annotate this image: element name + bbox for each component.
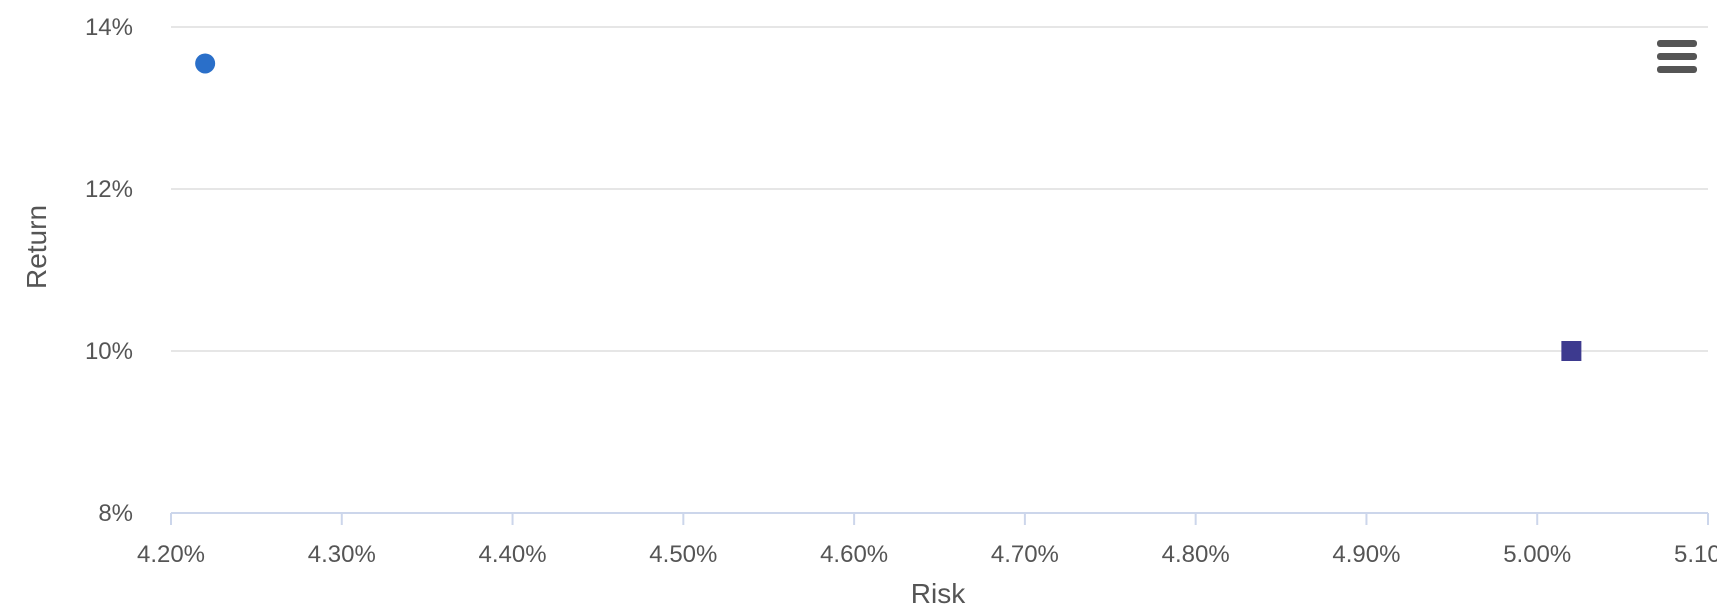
grid-lines [171,26,1708,352]
x-tick-label: 4.60% [820,541,888,568]
x-tick-label: 4.20% [137,541,205,568]
y-tick-label: 12% [85,176,133,203]
x-tick-label: 4.50% [649,541,717,568]
x-tick-label: 4.40% [479,541,547,568]
x-tick-label: 4.70% [991,541,1059,568]
data-points [195,53,1582,361]
y-tick-label: 10% [85,338,133,365]
x-tick-label: 4.90% [1332,541,1400,568]
x-axis-title: Risk [911,578,966,609]
y-tick-label: 14% [85,14,133,41]
data-point-circle[interactable] [195,53,216,74]
y-axis-title: Return [21,205,52,289]
data-point-square[interactable] [1561,341,1582,361]
y-tick-label: 8% [98,500,133,527]
y-axis: 8% 10% 12% 14% [85,14,133,527]
chart-menu-button[interactable] [1651,38,1699,82]
x-tick-label: 5.10% [1674,541,1717,568]
x-tick-label: 5.00% [1503,541,1571,568]
x-tick-label: 4.30% [308,541,376,568]
x-tick-label: 4.80% [1162,541,1230,568]
x-axis: 4.20% 4.30% 4.40% 4.50% 4.60% 4.70% 4.80% 4.90%… [137,512,1717,568]
